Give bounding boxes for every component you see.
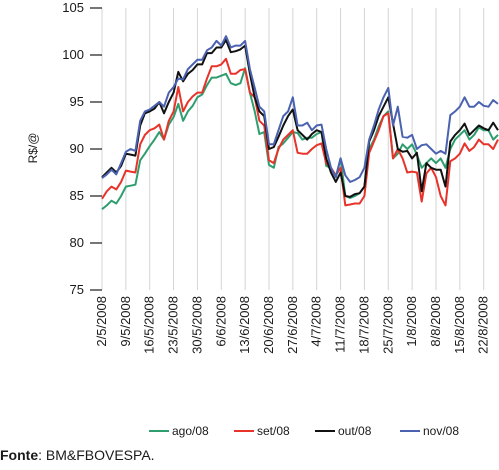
legend: ago/08 set/08 out/08 nov/08 [149,424,459,438]
y-tick-label: 75 [70,282,84,297]
y-axis: 75 80 85 90 95 100 105 [62,0,102,297]
x-tick-label: 25/7/2008 [380,296,395,354]
legend-label: ago/08 [172,424,209,438]
y-tick-label: 90 [70,141,84,156]
legend-label: set/08 [257,424,290,438]
y-tick-label: 95 [70,94,84,109]
y-tick-label: 100 [62,47,84,62]
series-line-set-08 [101,57,499,207]
x-tick-label: 18/7/2008 [356,296,371,354]
x-tick-label: 6/6/2008 [213,296,228,347]
source-text: : BM&FBOVESPA. [38,447,155,463]
x-tick-label: 23/5/2008 [166,296,181,354]
series-lines [101,35,499,210]
x-tick-label: 16/5/2008 [142,296,157,354]
y-axis-label: R$/@ [26,133,40,164]
x-tick-label: 1/8/2008 [404,296,419,347]
vertical-gridlines [101,8,485,290]
legend-label: out/08 [338,424,372,438]
y-tick-label: 85 [70,188,84,203]
x-axis: 2/5/2008 9/5/2008 16/5/2008 23/5/2008 30/5/2… [94,296,491,354]
source-note: Fonte: BM&FBOVESPA. [0,447,155,463]
x-tick-label: 15/8/2008 [452,296,467,354]
series-line-nov-08 [101,35,499,183]
x-tick-label: 8/8/2008 [428,296,443,347]
y-tick-label: 105 [62,0,84,15]
series-line-out-08 [101,39,499,198]
x-tick-label: 4/7/2008 [309,296,324,347]
x-tick-label: 2/5/2008 [94,296,109,347]
x-tick-label: 20/6/2008 [261,296,276,354]
y-tick-label: 80 [70,235,84,250]
x-tick-label: 30/5/2008 [189,296,204,354]
x-tick-label: 9/5/2008 [118,296,133,347]
x-tick-label: 27/6/2008 [285,296,300,354]
x-tick-label: 13/6/2008 [237,296,252,354]
x-tick-label: 22/8/2008 [476,296,491,354]
source-label: Fonte [0,447,39,463]
legend-label: nov/08 [423,424,459,438]
x-tick-label: 11/7/2008 [333,296,348,353]
